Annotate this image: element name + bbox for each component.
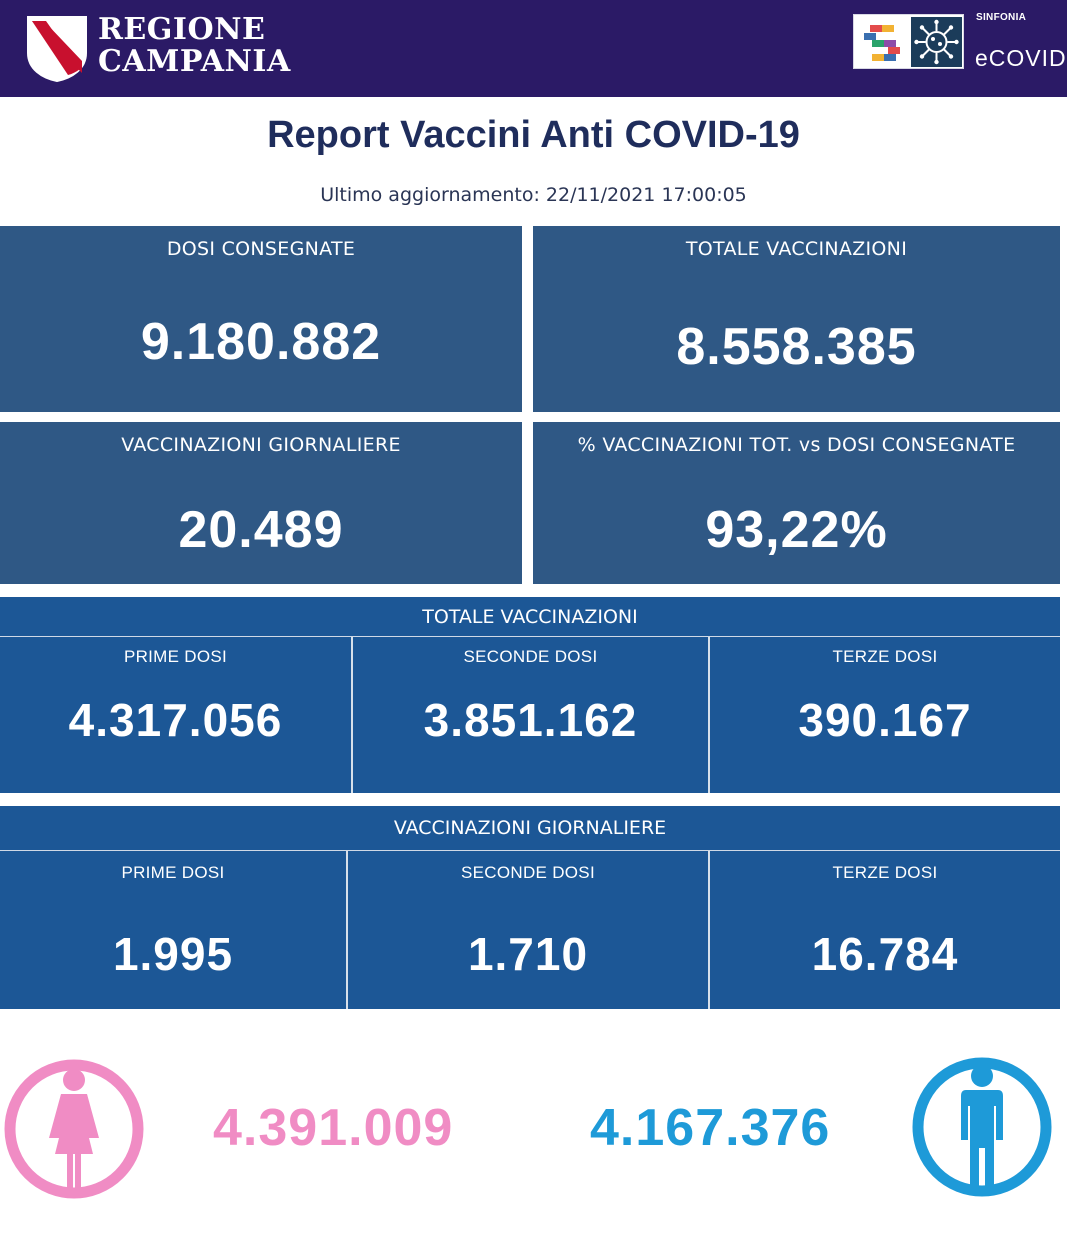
card-label: DOSI CONSEGNATE bbox=[166, 238, 356, 260]
sinfonia-label: SINFONIA bbox=[976, 12, 1027, 23]
page-title: Report Vaccini Anti COVID-19 bbox=[267, 114, 800, 156]
panel-vaccinazioni-giornaliere: VACCINAZIONI GIORNALIERE PRIME DOSI 1.99… bbox=[0, 806, 1060, 1009]
cell-label: PRIME DOSI bbox=[123, 647, 228, 666]
cell-value: 390.167 bbox=[798, 694, 972, 746]
divider bbox=[351, 637, 353, 793]
male-person-icon bbox=[912, 1057, 1052, 1197]
brand-line-1: REGIONE bbox=[98, 12, 266, 47]
campania-shield-icon bbox=[27, 16, 87, 83]
sinfonia-logo bbox=[853, 14, 964, 69]
cell-label: TERZE DOSI bbox=[832, 647, 938, 666]
ecovid-label: eCOVID bbox=[975, 45, 1067, 71]
cell-label: SECONDE DOSI bbox=[463, 647, 598, 666]
cell-value: 1.995 bbox=[112, 928, 234, 980]
panel-heading: VACCINAZIONI GIORNALIERE bbox=[0, 806, 1060, 851]
virus-icon bbox=[914, 19, 959, 65]
panel-totale-vaccinazioni: TOTALE VACCINAZIONI PRIME DOSI 4.317.056… bbox=[0, 597, 1060, 793]
divider bbox=[346, 851, 348, 1009]
totale-prime-dosi: PRIME DOSI 4.317.056 bbox=[0, 637, 351, 793]
cell-value: 1.710 bbox=[467, 928, 589, 980]
card-value: 9.180.882 bbox=[140, 313, 382, 371]
card-vaccinazioni-giornaliere: VACCINAZIONI GIORNALIERE 20.489 bbox=[0, 422, 522, 584]
card-label: VACCINAZIONI GIORNALIERE bbox=[121, 434, 401, 456]
panel-heading: TOTALE VACCINAZIONI bbox=[0, 597, 1060, 637]
sinfonia-virus-tile bbox=[911, 17, 962, 67]
divider bbox=[708, 637, 710, 793]
giornaliere-seconde-dosi: SECONDE DOSI 1.710 bbox=[348, 851, 708, 1009]
cell-label: TERZE DOSI bbox=[832, 863, 938, 882]
female-person-icon bbox=[4, 1059, 144, 1199]
last-update-text: Ultimo aggiornamento: 22/11/2021 17:00:0… bbox=[320, 184, 747, 206]
divider bbox=[708, 851, 710, 1009]
card-value: 8.558.385 bbox=[676, 318, 917, 376]
cell-value: 16.784 bbox=[811, 928, 959, 980]
card-label: % VACCINAZIONI TOT. vs DOSI CONSEGNATE bbox=[577, 434, 1016, 456]
cell-value: 3.851.162 bbox=[423, 694, 638, 746]
brand-line-2: CAMPANIA bbox=[98, 44, 291, 79]
cell-value: 4.317.056 bbox=[68, 694, 283, 746]
cell-label: PRIME DOSI bbox=[121, 863, 225, 882]
card-value: 93,22% bbox=[705, 501, 888, 559]
female-count: 4.391.009 bbox=[213, 1099, 454, 1157]
card-totale-vaccinazioni: TOTALE VACCINAZIONI 8.558.385 bbox=[533, 226, 1060, 412]
male-count: 4.167.376 bbox=[590, 1099, 831, 1157]
card-dosi-consegnate: DOSI CONSEGNATE 9.180.882 bbox=[0, 226, 522, 412]
totale-seconde-dosi: SECONDE DOSI 3.851.162 bbox=[353, 637, 708, 793]
card-percentuale: % VACCINAZIONI TOT. vs DOSI CONSEGNATE 9… bbox=[533, 422, 1060, 584]
giornaliere-prime-dosi: PRIME DOSI 1.995 bbox=[0, 851, 346, 1009]
giornaliere-terze-dosi: TERZE DOSI 16.784 bbox=[710, 851, 1060, 1009]
cell-label: SECONDE DOSI bbox=[461, 863, 595, 882]
card-value: 20.489 bbox=[178, 501, 344, 559]
sinfonia-pixel-s-icon bbox=[864, 25, 900, 61]
brand-wordmark: REGIONE CAMPANIA bbox=[98, 14, 291, 78]
totale-terze-dosi: TERZE DOSI 390.167 bbox=[710, 637, 1060, 793]
card-label: TOTALE VACCINAZIONI bbox=[685, 238, 908, 260]
header-bar: REGIONE CAMPANIA bbox=[0, 0, 1067, 97]
